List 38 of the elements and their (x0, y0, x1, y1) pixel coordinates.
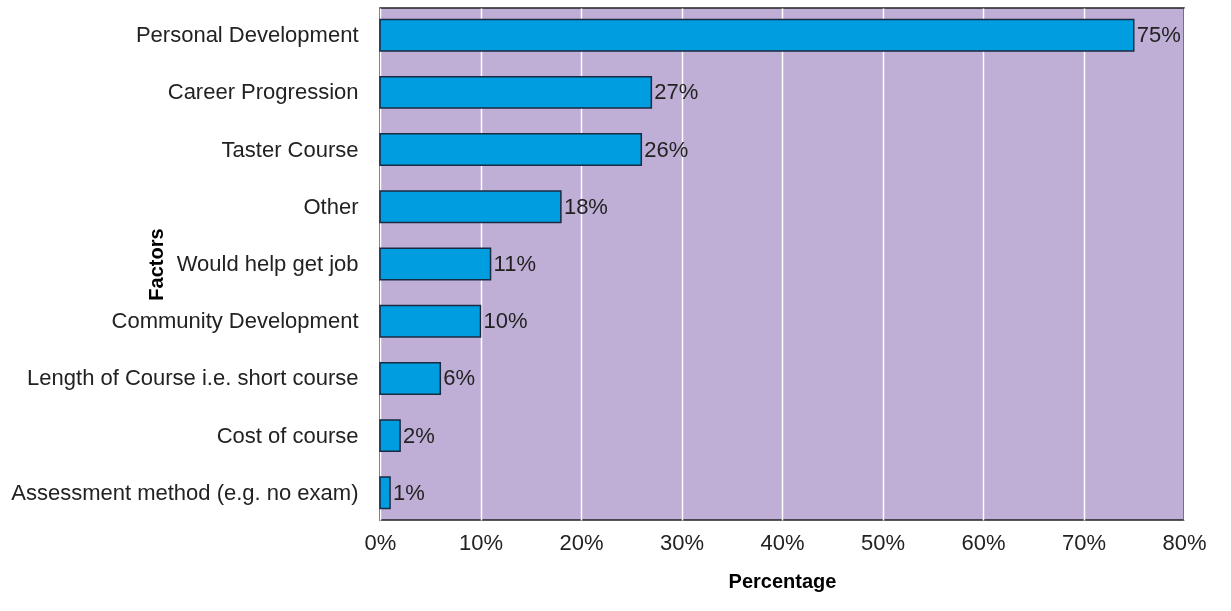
y-axis-title: Factors (144, 228, 167, 301)
y-tick-label: Taster Course (221, 136, 359, 162)
x-tick-label: 10% (458, 529, 504, 555)
bar (379, 190, 562, 224)
data-label: 18% (563, 193, 608, 219)
x-tick-label: 30% (659, 529, 705, 555)
data-label: 11% (493, 251, 536, 276)
data-label: 27% (654, 79, 699, 105)
bar (379, 75, 653, 109)
y-tick-label: Assessment method (e.g. no exam) (11, 479, 359, 505)
bar (379, 361, 442, 395)
data-label: 2% (403, 422, 435, 448)
y-tick-label: Career Progression (167, 79, 359, 105)
data-label: 6% (443, 365, 476, 391)
data-label: 10% (483, 308, 528, 334)
y-tick-label: Community Development (111, 308, 359, 334)
bar (379, 247, 492, 281)
data-label: 75% (1136, 22, 1181, 48)
bar (379, 18, 1135, 52)
x-tick-label: 60% (961, 529, 1006, 555)
data-label: 26% (644, 136, 689, 162)
x-tick-label: 50% (860, 529, 906, 555)
x-tick-label: 0% (364, 529, 397, 555)
x-tick-label: 70% (1061, 529, 1107, 555)
y-tick-label: Personal Development (135, 22, 359, 48)
x-axis-title: Percentage (728, 569, 837, 592)
bar (379, 304, 482, 338)
bar (379, 133, 643, 167)
y-tick-label: Length of Course i.e. short course (27, 365, 359, 391)
y-tick-label: Would help get job (176, 251, 359, 276)
y-tick-label: Cost of course (216, 422, 359, 448)
y-tick-label: Other (303, 193, 359, 219)
x-tick-label: 80% (1162, 529, 1207, 555)
bar (379, 419, 401, 453)
data-label: 1% (393, 479, 425, 505)
x-tick-label: 20% (559, 529, 604, 555)
bar (379, 476, 391, 510)
x-tick-label: 40% (760, 529, 805, 555)
